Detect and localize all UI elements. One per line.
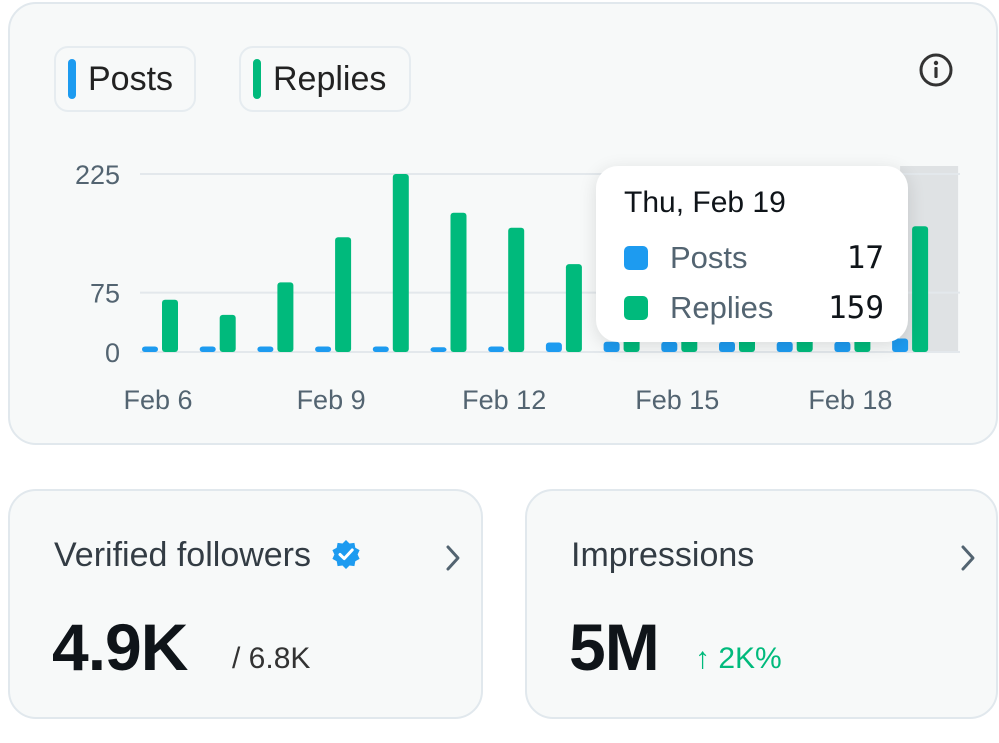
legend-posts[interactable]: Posts (54, 46, 196, 112)
tooltip-row-posts: Posts 17 (624, 238, 884, 278)
x-tick-label: Feb 12 (462, 385, 546, 415)
info-circle-icon (919, 53, 953, 87)
x-tick-label: Feb 15 (635, 385, 719, 415)
y-tick-label: 0 (105, 338, 120, 368)
bar-posts[interactable] (661, 341, 678, 352)
bar-replies[interactable] (912, 226, 929, 352)
bar-replies[interactable] (162, 299, 178, 352)
chevron-right-icon (446, 545, 460, 571)
x-tick-label: Feb 9 (297, 385, 366, 415)
verified-followers-total: / 6.8K (232, 642, 311, 675)
x-tick-label: Feb 6 (123, 385, 192, 415)
chevron-right-icon (961, 545, 975, 571)
tooltip-date: Thu, Feb 19 (624, 186, 786, 219)
tooltip-posts-swatch (624, 246, 648, 270)
bar-replies[interactable] (450, 212, 467, 352)
x-tick-label: Feb 18 (808, 385, 892, 415)
verified-followers-title: Verified followers (54, 536, 362, 575)
bar-replies[interactable] (392, 174, 409, 352)
impressions-change: ↑ 2K% (695, 642, 782, 675)
info-button[interactable] (918, 52, 954, 88)
verified-followers-card[interactable]: Verified followers 4.9K / 6.8K (8, 489, 483, 719)
verified-followers-value: 4.9K (52, 610, 188, 684)
legend-replies[interactable]: Replies (239, 46, 411, 112)
tooltip-replies-label: Replies (670, 290, 774, 325)
bar-posts[interactable] (430, 347, 447, 352)
bar-posts[interactable] (257, 346, 274, 352)
tooltip-replies-value: 159 (828, 290, 884, 326)
bar-posts[interactable] (776, 341, 793, 352)
legend-replies-label: Replies (273, 59, 387, 98)
tooltip-posts-label: Posts (670, 240, 748, 275)
highlight-column (900, 166, 959, 352)
impressions-value: 5M (569, 610, 660, 684)
bar-posts[interactable] (199, 346, 216, 352)
chart-tooltip: Thu, Feb 19 Posts 17 Replies 159 (596, 166, 908, 342)
impressions-title: Impressions (571, 536, 755, 574)
bar-posts[interactable] (545, 342, 562, 352)
tooltip-row-replies: Replies 159 (624, 288, 884, 328)
legend-posts-label: Posts (88, 59, 174, 98)
verified-followers-label: Verified followers (54, 536, 312, 574)
bar-replies[interactable] (335, 237, 352, 352)
bar-replies[interactable] (565, 264, 582, 352)
posts-color-marker (68, 59, 76, 99)
bar-posts[interactable] (834, 341, 851, 352)
verified-badge-icon (332, 540, 361, 569)
bar-posts[interactable] (603, 341, 620, 352)
bar-posts[interactable] (372, 346, 389, 352)
bar-replies[interactable] (219, 314, 236, 352)
bar-posts[interactable] (488, 346, 505, 352)
tooltip-replies-swatch (624, 296, 648, 320)
impressions-card[interactable]: Impressions 5M ↑ 2K% (525, 489, 998, 719)
tooltip-posts-value: 17 (846, 240, 884, 276)
bar-replies[interactable] (508, 227, 525, 352)
bar-posts[interactable] (892, 338, 909, 352)
bar-posts[interactable] (142, 346, 158, 352)
bar-replies[interactable] (277, 282, 294, 352)
bar-posts[interactable] (719, 341, 735, 352)
replies-color-marker (253, 59, 261, 99)
bar-posts[interactable] (315, 346, 332, 352)
y-tick-label: 225 (75, 160, 120, 190)
y-tick-label: 75 (90, 279, 120, 309)
